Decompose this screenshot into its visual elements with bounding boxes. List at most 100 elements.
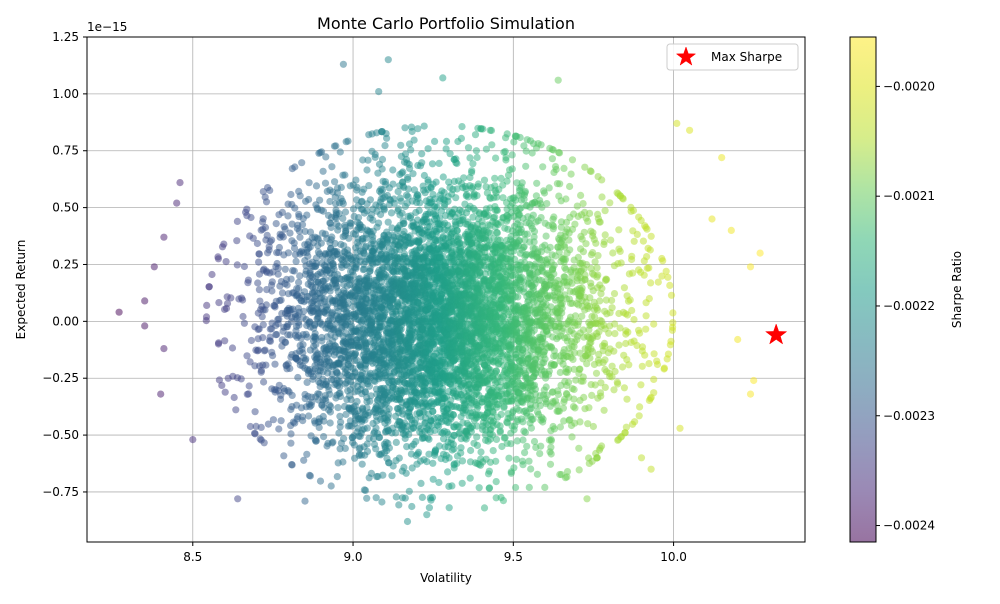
scatter-point	[299, 417, 306, 424]
scatter-point	[347, 220, 354, 227]
scatter-point	[296, 234, 303, 241]
scatter-point	[509, 165, 516, 172]
scatter-point	[364, 448, 371, 455]
scatter-point	[352, 351, 359, 358]
scatter-point	[271, 361, 278, 368]
scatter-point	[425, 145, 432, 152]
scatter-point	[337, 393, 344, 400]
scatter-point	[245, 390, 252, 397]
scatter-point	[291, 205, 298, 212]
scatter-point	[327, 403, 334, 410]
scatter-point	[304, 253, 311, 260]
scatter-point	[375, 220, 382, 227]
scatter-point	[243, 206, 250, 213]
scatter-point	[299, 221, 306, 228]
scatter-point	[295, 279, 302, 286]
scatter-point	[473, 433, 480, 440]
scatter-point	[215, 255, 222, 262]
scatter-point	[404, 176, 411, 183]
scatter-point	[332, 142, 339, 149]
scatter-point	[425, 436, 432, 443]
scatter-point	[208, 271, 215, 278]
scatter-point	[509, 151, 516, 158]
scatter-point	[320, 433, 327, 440]
scatter-point	[397, 142, 404, 149]
scatter-point	[206, 283, 213, 290]
scatter-point	[338, 184, 345, 191]
scatter-point	[385, 56, 392, 63]
scatter-point	[313, 182, 320, 189]
scatter-point	[337, 148, 344, 155]
scatter-point	[255, 259, 262, 266]
scatter-point	[418, 150, 425, 157]
scatter-point	[443, 138, 450, 145]
scatter-point	[474, 154, 481, 161]
scatter-point	[440, 173, 447, 180]
scatter-point	[341, 171, 348, 178]
scatter-point	[513, 456, 520, 463]
scatter-point	[261, 439, 268, 446]
scatter-point	[320, 168, 327, 175]
scatter-point	[492, 155, 499, 162]
scatter-point	[328, 233, 335, 240]
scatter-point	[481, 177, 488, 184]
scatter-point	[402, 495, 409, 502]
scatter-point	[399, 210, 406, 217]
scatter-point	[426, 504, 433, 511]
scatter-point	[404, 518, 411, 525]
scatter-point	[457, 444, 464, 451]
scatter-point	[436, 160, 443, 167]
scatter-point	[415, 449, 422, 456]
scatter-point	[291, 267, 298, 274]
scatter-point	[418, 159, 425, 166]
scatter-point	[259, 334, 266, 341]
scatter-point	[510, 464, 517, 471]
scatter-point	[423, 511, 430, 518]
scatter-point	[189, 436, 196, 443]
scatter-point	[383, 135, 390, 142]
scatter-point	[429, 160, 436, 167]
scatter-point	[260, 215, 267, 222]
scatter-point	[151, 263, 158, 270]
scatter-point	[247, 214, 254, 221]
scatter-point	[409, 170, 416, 177]
scatter-point	[322, 276, 329, 283]
scatter-point	[303, 451, 310, 458]
scatter-point	[392, 429, 399, 436]
scatter-point	[381, 142, 388, 149]
scatter-point	[494, 207, 501, 214]
scatter-point	[447, 150, 454, 157]
scatter-point	[493, 194, 500, 201]
scatter-point	[502, 154, 509, 161]
scatter-point	[393, 439, 400, 446]
scatter-point	[407, 146, 414, 153]
scatter-point	[328, 482, 335, 489]
scatter-point	[339, 215, 346, 222]
scatter-point	[229, 344, 236, 351]
scatter-point	[334, 404, 341, 411]
scatter-point	[252, 408, 259, 415]
scatter-point	[233, 237, 240, 244]
scatter-point	[305, 196, 312, 203]
scatter-point	[500, 497, 507, 504]
scatter-point	[363, 495, 370, 502]
scatter-point	[173, 200, 180, 207]
scatter-point	[429, 494, 436, 501]
scatter-point	[389, 166, 396, 173]
scatter-point	[239, 313, 246, 320]
scatter-point	[479, 125, 486, 132]
scatter-point	[254, 279, 261, 286]
scatter-point	[203, 302, 210, 309]
scatter-point	[238, 375, 245, 382]
scatter-point	[344, 138, 351, 145]
scatter-point	[460, 174, 467, 181]
scatter-point	[492, 458, 499, 465]
scatter-point	[448, 482, 455, 489]
scatter-point	[486, 468, 493, 475]
scatter-point	[241, 320, 248, 327]
scatter-point	[354, 398, 361, 405]
scatter-point	[157, 391, 164, 398]
scatter-point	[141, 322, 148, 329]
scatter-point	[355, 214, 362, 221]
scatter-point	[316, 197, 323, 204]
